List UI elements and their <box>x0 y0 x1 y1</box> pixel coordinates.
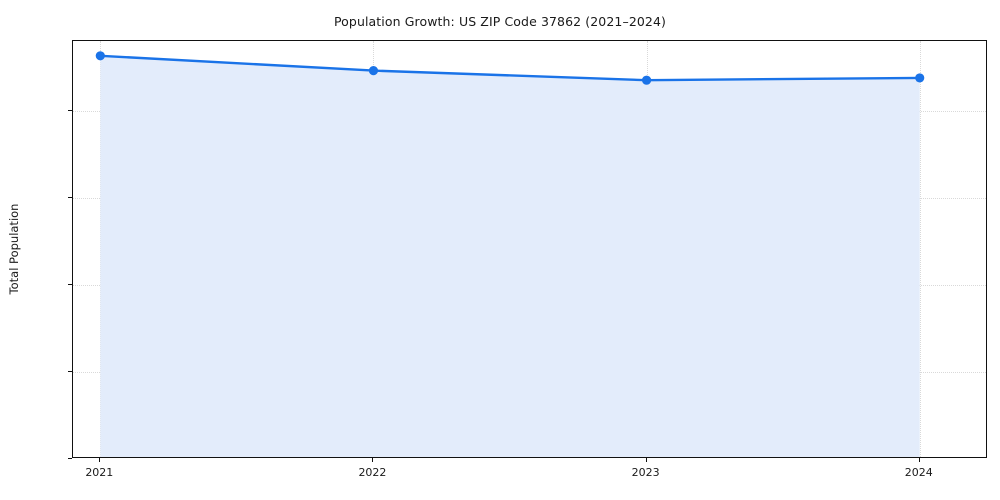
x-axis-tick-label: 2021 <box>85 466 114 479</box>
y-axis-tick-mark <box>68 283 72 285</box>
gridline-vertical <box>919 41 921 457</box>
series-line <box>99 54 921 82</box>
y-axis-tick-mark <box>68 196 72 198</box>
series-markers <box>95 51 925 85</box>
x-axis-tick-mark <box>645 458 647 462</box>
data-point-marker <box>915 73 925 83</box>
x-axis-tick-mark <box>372 458 374 462</box>
x-axis-tick-mark <box>99 458 101 462</box>
area-fill <box>100 55 920 457</box>
chart-title: Population Growth: US ZIP Code 37862 (20… <box>333 14 667 29</box>
y-axis-tick-mark <box>68 370 72 372</box>
data-point-marker <box>368 66 379 76</box>
data-point-marker <box>641 75 652 85</box>
series-line-chart <box>95 51 925 457</box>
plot-area <box>72 40 987 458</box>
x-axis-tick-label: 2023 <box>631 466 660 479</box>
x-axis-tick-mark <box>918 458 920 462</box>
y-axis-tick-mark <box>68 458 72 459</box>
x-axis-tick-label: 2022 <box>358 466 387 479</box>
x-axis-tick-label: 2024 <box>904 466 933 479</box>
y-axis-label: Total Population <box>7 203 21 295</box>
data-point-marker <box>95 51 105 61</box>
y-axis-tick-mark <box>68 109 72 111</box>
plot-inner <box>73 41 986 457</box>
